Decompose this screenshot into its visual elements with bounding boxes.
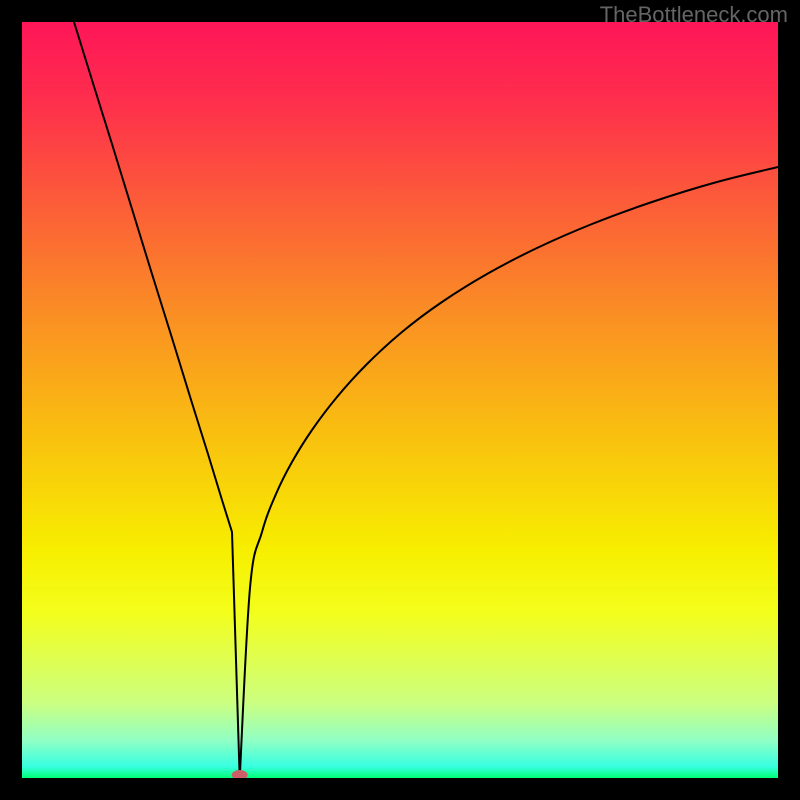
chart-svg	[22, 22, 778, 778]
gradient-background	[22, 22, 778, 778]
chart-frame: TheBottleneck.com	[0, 0, 800, 800]
plot-area	[22, 22, 778, 778]
